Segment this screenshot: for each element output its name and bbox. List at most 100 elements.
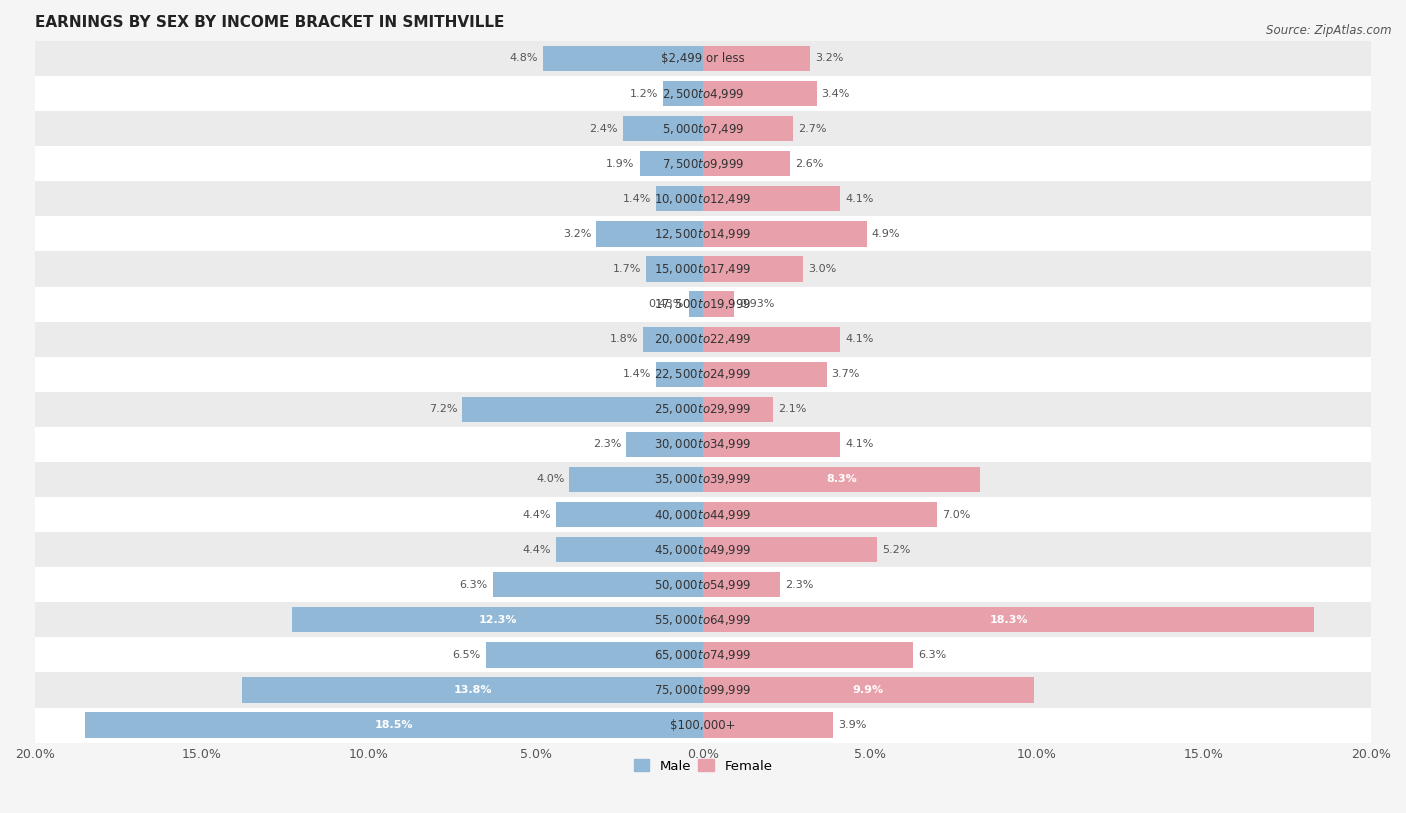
- Bar: [242, 677, 703, 702]
- Bar: [35, 111, 1371, 146]
- Bar: [35, 216, 1371, 251]
- Text: 3.2%: 3.2%: [562, 229, 591, 239]
- Text: $45,000 to $49,999: $45,000 to $49,999: [654, 542, 752, 557]
- Bar: [703, 502, 936, 527]
- Text: 3.2%: 3.2%: [815, 54, 844, 63]
- Bar: [84, 712, 703, 737]
- Text: $75,000 to $99,999: $75,000 to $99,999: [654, 683, 752, 697]
- Bar: [703, 221, 866, 246]
- Bar: [703, 80, 817, 107]
- Bar: [662, 80, 703, 107]
- Text: 1.7%: 1.7%: [613, 264, 641, 274]
- Bar: [35, 392, 1371, 427]
- Bar: [626, 432, 703, 457]
- Bar: [703, 642, 914, 667]
- Bar: [35, 251, 1371, 286]
- Text: $40,000 to $44,999: $40,000 to $44,999: [654, 507, 752, 522]
- Text: 4.1%: 4.1%: [845, 439, 873, 450]
- Text: $7,500 to $9,999: $7,500 to $9,999: [662, 157, 744, 171]
- Text: $2,499 or less: $2,499 or less: [661, 52, 745, 65]
- Text: 1.2%: 1.2%: [630, 89, 658, 98]
- Bar: [640, 151, 703, 176]
- Bar: [35, 533, 1371, 567]
- Text: 6.5%: 6.5%: [453, 650, 481, 660]
- Bar: [35, 637, 1371, 672]
- Bar: [703, 186, 839, 211]
- Text: 3.0%: 3.0%: [808, 264, 837, 274]
- Text: 3.4%: 3.4%: [821, 89, 851, 98]
- Text: 6.3%: 6.3%: [918, 650, 946, 660]
- Text: 5.2%: 5.2%: [882, 545, 910, 554]
- Text: 1.9%: 1.9%: [606, 159, 634, 168]
- Text: 9.9%: 9.9%: [853, 685, 884, 695]
- Text: 18.5%: 18.5%: [375, 720, 413, 730]
- Bar: [643, 327, 703, 352]
- Text: $30,000 to $34,999: $30,000 to $34,999: [654, 437, 752, 451]
- Bar: [703, 572, 780, 598]
- Bar: [703, 46, 810, 71]
- Text: $12,500 to $14,999: $12,500 to $14,999: [654, 227, 752, 241]
- Bar: [35, 672, 1371, 707]
- Text: 3.7%: 3.7%: [831, 369, 860, 379]
- Bar: [35, 41, 1371, 76]
- Text: 7.0%: 7.0%: [942, 510, 970, 520]
- Text: 4.4%: 4.4%: [523, 510, 551, 520]
- Legend: Male, Female: Male, Female: [628, 754, 778, 778]
- Bar: [596, 221, 703, 246]
- Text: $17,500 to $19,999: $17,500 to $19,999: [654, 297, 752, 311]
- Bar: [543, 46, 703, 71]
- Text: $55,000 to $64,999: $55,000 to $64,999: [654, 613, 752, 627]
- Text: 1.8%: 1.8%: [609, 334, 638, 344]
- Text: 1.4%: 1.4%: [623, 369, 651, 379]
- Bar: [463, 397, 703, 422]
- Text: 7.2%: 7.2%: [429, 404, 457, 415]
- Bar: [703, 537, 877, 563]
- Bar: [703, 256, 803, 281]
- Bar: [703, 397, 773, 422]
- Bar: [555, 537, 703, 563]
- Bar: [35, 181, 1371, 216]
- Text: EARNINGS BY SEX BY INCOME BRACKET IN SMITHVILLE: EARNINGS BY SEX BY INCOME BRACKET IN SMI…: [35, 15, 505, 30]
- Bar: [35, 567, 1371, 602]
- Text: 2.6%: 2.6%: [794, 159, 824, 168]
- Text: 8.3%: 8.3%: [827, 475, 858, 485]
- Text: 2.1%: 2.1%: [778, 404, 807, 415]
- Text: 2.4%: 2.4%: [589, 124, 617, 133]
- Bar: [555, 502, 703, 527]
- Text: $2,500 to $4,999: $2,500 to $4,999: [662, 86, 744, 101]
- Bar: [486, 642, 703, 667]
- Text: 4.9%: 4.9%: [872, 229, 900, 239]
- Bar: [35, 602, 1371, 637]
- Bar: [35, 427, 1371, 462]
- Bar: [647, 256, 703, 281]
- Bar: [703, 291, 734, 317]
- Bar: [703, 677, 1033, 702]
- Text: 4.4%: 4.4%: [523, 545, 551, 554]
- Text: 2.3%: 2.3%: [785, 580, 813, 589]
- Text: $20,000 to $22,499: $20,000 to $22,499: [654, 333, 752, 346]
- Bar: [689, 291, 703, 317]
- Bar: [703, 432, 839, 457]
- Bar: [292, 607, 703, 633]
- Bar: [703, 116, 793, 141]
- Text: 18.3%: 18.3%: [990, 615, 1028, 625]
- Text: 0.43%: 0.43%: [648, 299, 683, 309]
- Text: 2.7%: 2.7%: [799, 124, 827, 133]
- Bar: [35, 322, 1371, 357]
- Text: 4.1%: 4.1%: [845, 193, 873, 204]
- Bar: [703, 712, 834, 737]
- Bar: [703, 607, 1315, 633]
- Text: 2.3%: 2.3%: [593, 439, 621, 450]
- Bar: [703, 467, 980, 492]
- Text: $22,500 to $24,999: $22,500 to $24,999: [654, 367, 752, 381]
- Bar: [35, 357, 1371, 392]
- Bar: [35, 497, 1371, 533]
- Text: $35,000 to $39,999: $35,000 to $39,999: [654, 472, 752, 486]
- Text: 13.8%: 13.8%: [453, 685, 492, 695]
- Bar: [657, 186, 703, 211]
- Text: 1.4%: 1.4%: [623, 193, 651, 204]
- Text: 3.9%: 3.9%: [838, 720, 866, 730]
- Text: 4.8%: 4.8%: [509, 54, 537, 63]
- Text: Source: ZipAtlas.com: Source: ZipAtlas.com: [1267, 24, 1392, 37]
- Bar: [492, 572, 703, 598]
